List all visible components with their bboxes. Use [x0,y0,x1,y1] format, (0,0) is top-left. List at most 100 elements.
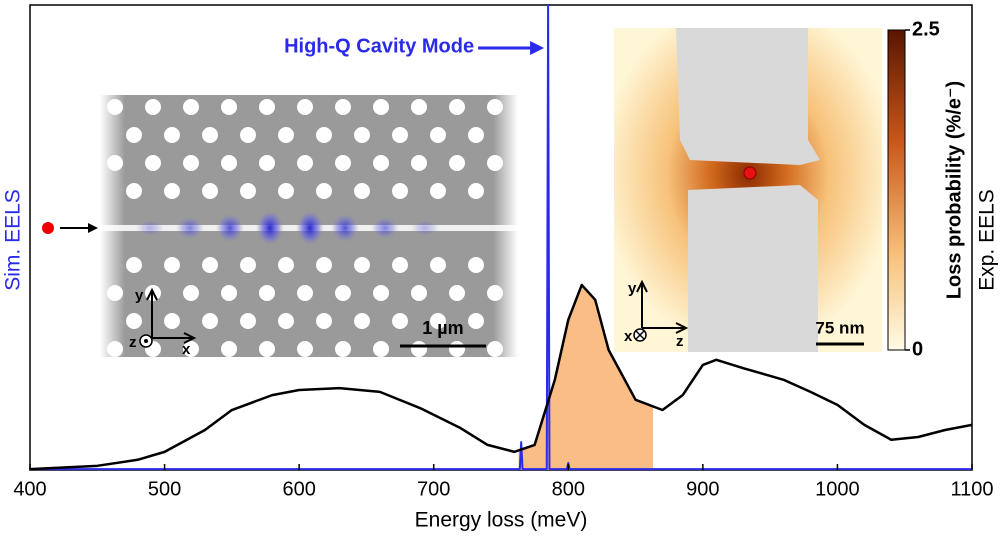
hole [126,127,142,143]
hole [240,257,256,273]
x-tick-label: 700 [417,478,450,500]
hole [202,183,218,199]
hole [240,313,256,329]
hole [259,155,275,171]
hole [449,341,465,357]
into-plane-cross [635,330,645,340]
y2-axis-label: Exp. EELS [976,189,999,291]
hole [392,257,408,273]
x-tick-label: 400 [13,478,46,500]
hole [202,257,218,273]
structure-bottom [688,185,818,352]
colorbar-label: Loss probability (%/e⁻) [943,81,965,299]
hole [373,285,389,301]
colorbar [887,29,906,351]
scale-bar-label: 1 µm [422,318,463,338]
hole [468,257,484,273]
hole [392,127,408,143]
hole [316,257,332,273]
colorbar-tick-label: 2.5 [912,18,940,40]
field-lobe [256,209,284,247]
inset-loss-map: y x z 75 nm Loss probability (%/e⁻) [614,28,965,352]
hole [221,155,237,171]
field-lobe [296,209,324,247]
electron-beam [42,222,54,234]
axis-letter: z [676,333,684,350]
axis-letter: y [628,280,637,297]
hole [259,99,275,115]
hole [411,99,427,115]
hole [430,183,446,199]
axis-letter: x [624,328,633,345]
hole [392,313,408,329]
hole [183,155,199,171]
hole [202,127,218,143]
series-line [29,283,973,471]
hole [278,183,294,199]
x-tick-label: 800 [552,478,585,500]
hole [316,127,332,143]
field-lobe [411,219,439,237]
hole [449,155,465,171]
inset-photonic-crystal: y z x 1 µm [42,95,518,358]
hole [240,127,256,143]
hole [221,99,237,115]
hole [354,127,370,143]
field-lobe [136,219,164,237]
hole [468,127,484,143]
plot-area: 400 500 600 700 800 900 1000 1100 [13,4,994,500]
highlight-area [518,284,654,470]
beam-arrowhead [88,223,98,233]
hole [240,183,256,199]
hole [354,183,370,199]
hole [164,183,180,199]
x-tick-label: 600 [282,478,315,500]
hole [373,155,389,171]
hole [487,155,503,171]
hole [278,127,294,143]
hole [335,341,351,357]
y-axis-label: Sim. EELS [2,189,25,291]
x-tick-label: 500 [148,478,181,500]
hole [221,285,237,301]
hole [164,257,180,273]
hole [126,257,142,273]
hole [107,155,123,171]
hole [335,155,351,171]
field-lobe [331,212,359,244]
holes [107,99,503,357]
hole [278,313,294,329]
hole [259,285,275,301]
hole [297,341,313,357]
hole [468,313,484,329]
hole [392,183,408,199]
hole [487,285,503,301]
hole [411,285,427,301]
hole [468,183,484,199]
field-lobe [371,216,399,240]
structure-top [676,28,820,165]
hole [107,341,123,357]
hole [107,285,123,301]
axis-letter: y [135,287,144,304]
hole [373,99,389,115]
hole [411,155,427,171]
out-of-plane-dot [144,339,148,343]
field-profile [136,209,439,247]
hole [373,341,389,357]
hole [449,99,465,115]
hole [335,285,351,301]
hole [107,99,123,115]
hole [202,313,218,329]
hole [145,155,161,171]
hole [164,313,180,329]
beam-position [743,166,757,180]
hole [335,99,351,115]
hole [297,155,313,171]
annotation-text: High-Q Cavity Mode [284,35,474,57]
scale-bar-label: 75 nm [815,318,864,337]
hole [430,313,446,329]
field-lobe [176,216,204,240]
hole [487,99,503,115]
field-lobe [216,212,244,244]
